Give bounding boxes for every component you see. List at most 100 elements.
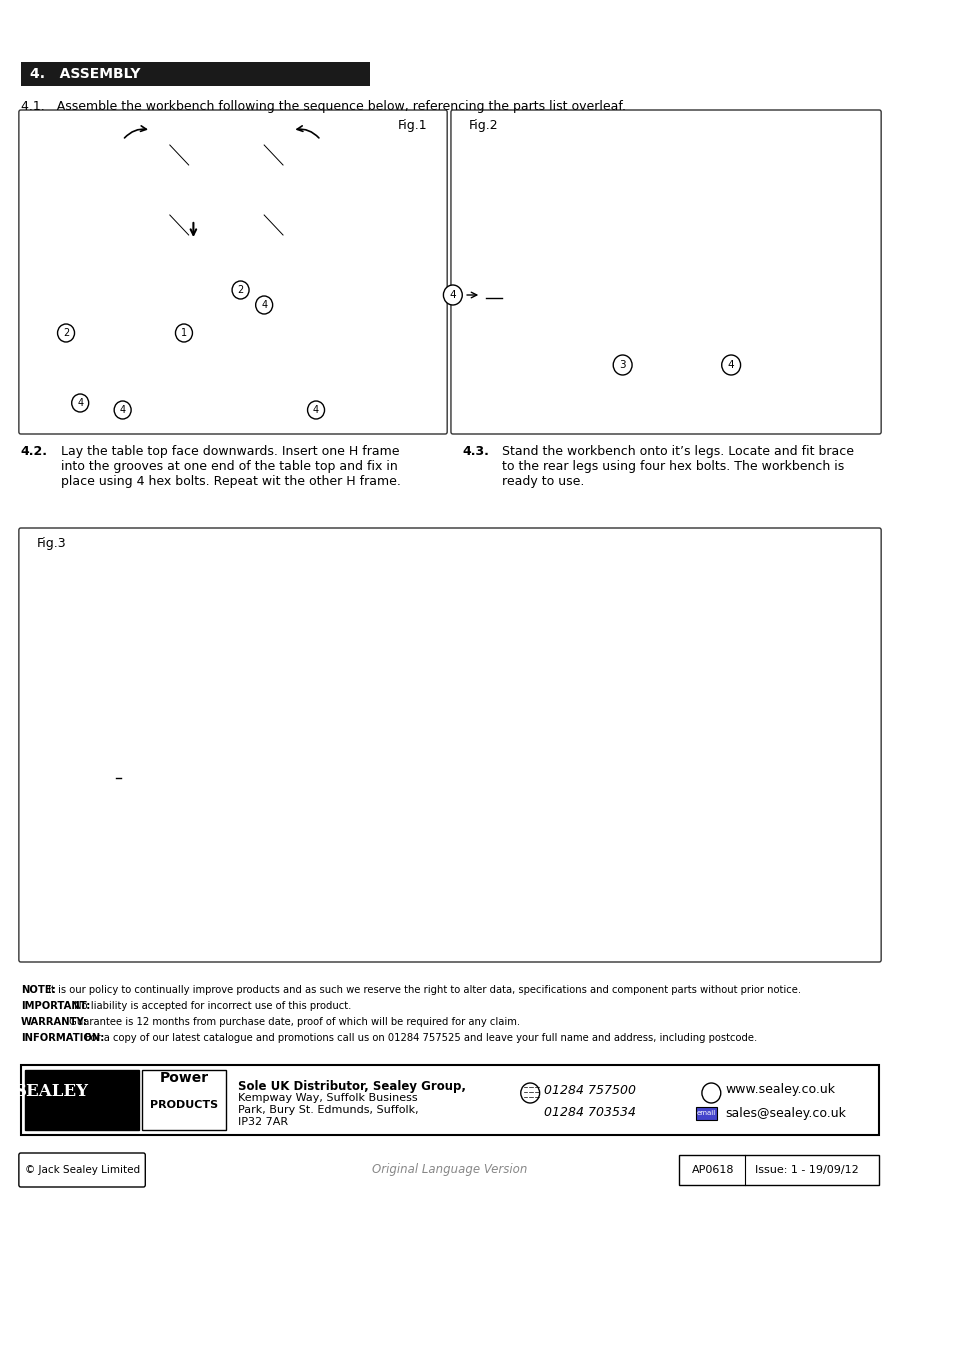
Text: PRODUCTS: PRODUCTS <box>150 1100 218 1110</box>
Text: AP0618: AP0618 <box>691 1165 734 1174</box>
Polygon shape <box>109 247 128 255</box>
Text: 4.3.: 4.3. <box>462 446 489 458</box>
Text: Park, Bury St. Edmunds, Suffolk,: Park, Bury St. Edmunds, Suffolk, <box>237 1106 418 1115</box>
Polygon shape <box>205 327 322 375</box>
Polygon shape <box>123 774 745 788</box>
FancyBboxPatch shape <box>458 113 509 136</box>
Polygon shape <box>179 894 214 910</box>
Text: 4: 4 <box>119 405 126 414</box>
Polygon shape <box>515 185 522 393</box>
Text: Power: Power <box>159 1071 209 1085</box>
Polygon shape <box>193 275 205 375</box>
Text: 1: 1 <box>181 328 187 338</box>
Text: No liability is accepted for incorrect use of this product.: No liability is accepted for incorrect u… <box>71 1000 352 1011</box>
Text: Stand the workbench onto it’s legs. Locate and fit brace
to the rear legs using : Stand the workbench onto it’s legs. Loca… <box>501 446 853 487</box>
Polygon shape <box>109 255 120 355</box>
Text: 4: 4 <box>449 290 456 300</box>
Polygon shape <box>179 634 200 894</box>
Text: SEALEY: SEALEY <box>15 1084 89 1100</box>
Polygon shape <box>730 618 745 894</box>
Polygon shape <box>322 310 355 319</box>
Circle shape <box>613 355 632 375</box>
Polygon shape <box>771 634 792 894</box>
Text: NOTE:: NOTE: <box>21 986 55 995</box>
Polygon shape <box>87 364 355 385</box>
Polygon shape <box>541 198 549 406</box>
Polygon shape <box>200 634 214 910</box>
Text: Fig.2: Fig.2 <box>469 119 498 131</box>
FancyBboxPatch shape <box>679 1156 879 1185</box>
Polygon shape <box>792 634 807 910</box>
Circle shape <box>721 355 740 375</box>
Polygon shape <box>75 144 377 165</box>
Text: Lay the table top face downwards. Insert one H frame
into the grooves at one end: Lay the table top face downwards. Insert… <box>61 446 401 487</box>
Text: Guarantee is 12 months from purchase date, proof of which will be required for a: Guarantee is 12 months from purchase dat… <box>66 1017 519 1027</box>
Polygon shape <box>123 878 158 894</box>
Polygon shape <box>87 327 205 375</box>
Text: © Jack Sealey Limited: © Jack Sealey Limited <box>25 1165 139 1174</box>
Polygon shape <box>710 618 730 878</box>
Polygon shape <box>87 310 120 319</box>
Text: IP32 7AR: IP32 7AR <box>237 1116 288 1127</box>
Text: It is our policy to continually improve products and as such we reserve the righ: It is our policy to continually improve … <box>45 986 801 995</box>
FancyBboxPatch shape <box>386 113 437 136</box>
Text: 01284 703534: 01284 703534 <box>544 1107 636 1119</box>
Text: 4.   ASSEMBLY: 4. ASSEMBLY <box>30 68 140 81</box>
Text: 01284 757500: 01284 757500 <box>544 1084 636 1096</box>
Text: Sole UK Distributor, Sealey Group,: Sole UK Distributor, Sealey Group, <box>237 1080 465 1094</box>
Polygon shape <box>75 267 94 275</box>
Polygon shape <box>123 774 730 791</box>
FancyBboxPatch shape <box>451 109 881 433</box>
Polygon shape <box>515 290 740 300</box>
Polygon shape <box>75 144 94 235</box>
Text: Fig.1: Fig.1 <box>397 119 427 131</box>
Circle shape <box>114 401 131 418</box>
FancyBboxPatch shape <box>21 62 370 86</box>
Text: INFORMATION:: INFORMATION: <box>21 1033 104 1044</box>
Text: 4: 4 <box>261 300 267 310</box>
Circle shape <box>71 394 89 412</box>
Polygon shape <box>344 255 355 355</box>
FancyBboxPatch shape <box>27 532 77 553</box>
Circle shape <box>307 401 324 418</box>
Polygon shape <box>515 315 740 325</box>
Polygon shape <box>237 327 355 375</box>
Text: WARRANTY:: WARRANTY: <box>21 1017 88 1027</box>
Polygon shape <box>113 598 735 618</box>
Polygon shape <box>179 788 786 807</box>
Polygon shape <box>113 578 792 618</box>
Text: Issue: 1 - 19/09/12: Issue: 1 - 19/09/12 <box>754 1165 858 1174</box>
Polygon shape <box>528 198 541 398</box>
Polygon shape <box>766 198 780 398</box>
FancyBboxPatch shape <box>21 1065 879 1135</box>
Circle shape <box>175 324 193 342</box>
Polygon shape <box>75 275 87 375</box>
FancyBboxPatch shape <box>19 528 881 963</box>
Polygon shape <box>499 144 773 165</box>
Polygon shape <box>753 185 760 393</box>
Text: Original Language Version: Original Language Version <box>372 1164 527 1176</box>
Text: 4.2.: 4.2. <box>21 446 48 458</box>
Polygon shape <box>744 144 773 185</box>
Text: 4: 4 <box>77 398 83 408</box>
Polygon shape <box>541 302 767 312</box>
Polygon shape <box>120 327 237 375</box>
Text: email: email <box>697 1110 716 1116</box>
Circle shape <box>232 281 249 298</box>
Polygon shape <box>226 255 237 355</box>
Polygon shape <box>541 327 775 335</box>
Text: 4: 4 <box>727 360 734 370</box>
Polygon shape <box>780 198 787 406</box>
Polygon shape <box>123 618 143 878</box>
Polygon shape <box>541 302 775 311</box>
Polygon shape <box>311 275 322 375</box>
Text: www.sealey.co.uk: www.sealey.co.uk <box>724 1084 835 1096</box>
Polygon shape <box>541 327 767 338</box>
FancyBboxPatch shape <box>19 109 447 433</box>
Text: 4: 4 <box>313 405 318 414</box>
Text: Fig.3: Fig.3 <box>37 536 67 549</box>
FancyBboxPatch shape <box>141 1071 226 1130</box>
Text: 4.1.   Assemble the workbench following the sequence below, referencing the part: 4.1. Assemble the workbench following th… <box>21 100 625 113</box>
Polygon shape <box>344 247 363 255</box>
Circle shape <box>255 296 273 315</box>
